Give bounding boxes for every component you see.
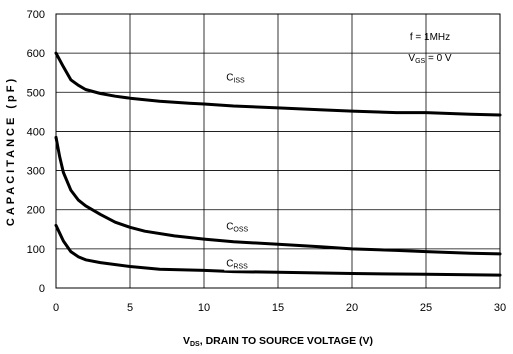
grid (56, 14, 500, 288)
x-tick-label: 25 (420, 302, 432, 314)
y-tick-label: 500 (27, 87, 45, 99)
y-tick-label: 200 (27, 205, 45, 217)
series-label-background (224, 69, 255, 85)
x-tick-label: 0 (53, 302, 59, 314)
x-axis-title: VDS, DRAIN TO SOURCE VOLTAGE (V) (183, 335, 373, 348)
x-tick-label: 15 (272, 302, 284, 314)
y-tick-label: 400 (27, 126, 45, 138)
curve-rss (54, 223, 502, 277)
frequency-condition: f = 1MHz (410, 32, 450, 43)
curves (54, 51, 502, 277)
curve-iss (54, 51, 502, 117)
x-tick-label: 5 (127, 302, 133, 314)
y-tick-label: 600 (27, 48, 45, 60)
series-label-iss: CISS (226, 73, 245, 85)
series-label-oss: COSS (226, 221, 248, 233)
series-label-background (224, 255, 255, 271)
x-tick-label: 20 (346, 302, 358, 314)
x-tick-label: 10 (198, 302, 210, 314)
series-label-background (224, 218, 255, 234)
plot-frame (55, 13, 501, 289)
vgs-condition: VGS = 0 V (408, 53, 452, 65)
curve-oss (54, 135, 502, 256)
y-axis-title: CAPACITANCE (pF) (5, 76, 17, 226)
y-tick-label: 100 (27, 244, 45, 256)
conditions-box: f = 1MHz VGS = 0 V (408, 32, 452, 65)
y-tick-label: 700 (27, 9, 45, 21)
x-tick-label: 30 (494, 302, 506, 314)
series-labels: CISS COSS CRSS (224, 69, 255, 271)
y-tick-label: 0 (39, 283, 45, 295)
y-tick-label: 300 (27, 166, 45, 178)
series-label-rss: CRSS (226, 258, 248, 270)
